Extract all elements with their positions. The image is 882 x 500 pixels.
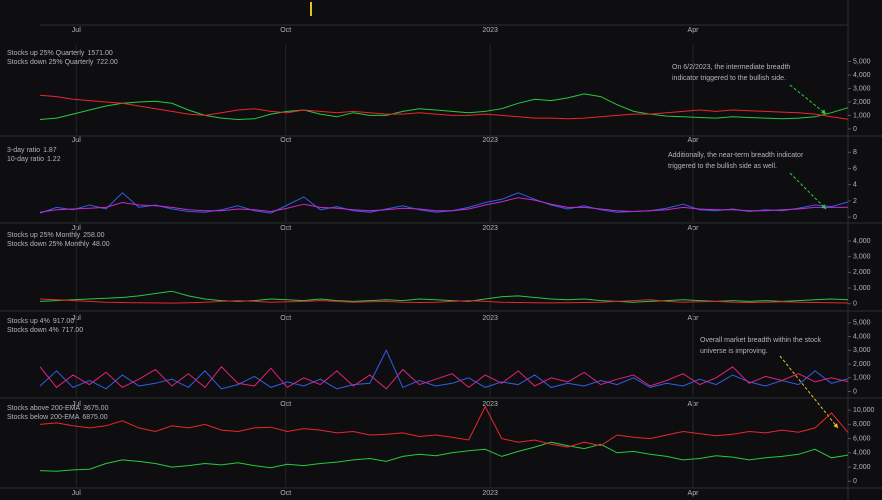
y-tick-label: 1,000 xyxy=(853,285,871,292)
y-tick-label: 2,000 xyxy=(853,269,871,276)
x-tick-label: 2023 xyxy=(482,27,498,34)
legend-name: Stocks down 4% xyxy=(7,327,59,334)
legend-name: Stocks up 4% xyxy=(7,318,50,325)
y-tick-label: 4,000 xyxy=(853,333,871,340)
x-tick-label: Oct xyxy=(280,27,291,34)
panel: 0 1,000 2,000 3,000 4,000 5,000 Stocks up 4% 91… xyxy=(0,313,882,429)
arrow-head xyxy=(833,423,838,428)
x-tick-label: Oct xyxy=(280,490,291,497)
arrow-head xyxy=(821,109,826,114)
legend-name: Stocks above 200-EMA xyxy=(7,405,80,412)
legend-value: 3675.00 xyxy=(83,405,108,412)
legend-name: Stocks down 25% Quarterly xyxy=(7,59,94,66)
y-tick-label: 2,000 xyxy=(853,361,871,368)
y-tick-label: 2,000 xyxy=(853,464,871,471)
x-tick-label: Jul xyxy=(72,490,81,497)
y-tick-label: 0 xyxy=(853,214,857,221)
y-tick-label: 0 xyxy=(853,126,857,133)
x-tick-label: Apr xyxy=(688,27,700,34)
x-tick-label: Jul xyxy=(72,27,81,34)
y-tick-label: 1,000 xyxy=(853,112,871,119)
legend-name: 10-day ratio xyxy=(7,156,44,163)
y-tick-label: 2,000 xyxy=(853,99,871,106)
navigator-handle[interactable] xyxy=(310,2,312,16)
y-tick-label: 5,000 xyxy=(853,320,871,327)
legend-value: 917.00 xyxy=(53,318,75,325)
annotation: indicator triggered to the bullish side. xyxy=(672,75,786,82)
legend-value: 1.22 xyxy=(47,156,61,163)
series-line xyxy=(39,192,849,214)
legend-name: Stocks up 25% Quarterly xyxy=(7,50,85,57)
annotation: Overall market breadth within the stock xyxy=(700,337,821,344)
legend-name: 3-day ratio xyxy=(7,147,40,154)
panel: 0 1,000 2,000 3,000 4,000 Stocks up 25% Month… xyxy=(0,227,882,312)
x-tick-label: Oct xyxy=(280,137,291,144)
y-tick-label: 6,000 xyxy=(853,435,871,442)
x-tick-label: Apr xyxy=(688,137,700,144)
series-line xyxy=(39,441,849,472)
x-tick-label: Jul xyxy=(72,137,81,144)
series-line xyxy=(39,349,849,390)
y-tick-label: 8,000 xyxy=(853,421,871,428)
legend-value: 48.00 xyxy=(92,241,110,248)
legend-name: Stocks below 200-EMA xyxy=(7,414,80,421)
arrow-head xyxy=(821,204,826,209)
annotation: On 6/2/2023, the intermediate breadth xyxy=(672,64,790,71)
legend-value: 6875.00 xyxy=(82,414,107,421)
annotation-arrow xyxy=(789,172,827,210)
legend-value: 1.87 xyxy=(43,147,57,154)
legend-value: 722.00 xyxy=(96,59,118,66)
series-line xyxy=(39,94,849,120)
y-tick-label: 3,000 xyxy=(853,254,871,261)
x-tick-label: Apr xyxy=(688,490,700,497)
legend-name: Stocks up 25% Monthly xyxy=(7,232,81,239)
y-tick-label: 3,000 xyxy=(853,85,871,92)
y-tick-label: 4,000 xyxy=(853,450,871,457)
series-line xyxy=(39,93,849,121)
x-tick-label: 2023 xyxy=(482,490,498,497)
y-tick-label: 0 xyxy=(853,301,857,308)
legend-value: 717.00 xyxy=(62,327,84,334)
panel: 0 2,000 4,000 6,000 8,000 10,000 Stocks above … xyxy=(0,400,882,489)
series-line xyxy=(39,298,849,304)
legend-value: 258.00 xyxy=(83,232,105,239)
y-tick-label: 4 xyxy=(853,182,857,189)
y-tick-label: 4,000 xyxy=(853,72,871,79)
x-tick-label: 2023 xyxy=(482,137,498,144)
panel: 0 1,000 2,000 3,000 4,000 5,000 Stocks up 25% … xyxy=(0,45,882,137)
y-tick-label: 5,000 xyxy=(853,58,871,65)
y-tick-label: 3,000 xyxy=(853,347,871,354)
y-tick-label: 0 xyxy=(853,478,857,485)
y-tick-label: 6 xyxy=(853,165,857,172)
panel: 0 2 4 6 8 3-day ratio 1.87 10-day ratio 1.22 Addi… xyxy=(0,142,882,224)
y-tick-label: 8 xyxy=(853,149,857,156)
y-tick-label: 4,000 xyxy=(853,238,871,245)
annotation: universe is improving. xyxy=(700,348,768,355)
y-tick-label: 2 xyxy=(853,198,857,205)
y-tick-label: 0 xyxy=(853,388,857,395)
series-line xyxy=(39,405,849,448)
legend-value: 1571.00 xyxy=(87,50,112,57)
legend-name: Stocks down 25% Monthly xyxy=(7,241,90,248)
y-tick-label: 1,000 xyxy=(853,375,871,382)
annotation-arrow xyxy=(789,84,827,115)
series-line xyxy=(39,366,849,390)
annotation: Additionally, the near-term breadth indi… xyxy=(668,152,804,159)
y-tick-label: 10,000 xyxy=(853,407,875,414)
series-line xyxy=(39,197,849,213)
annotation: triggered to the bullish side as well. xyxy=(668,163,777,170)
